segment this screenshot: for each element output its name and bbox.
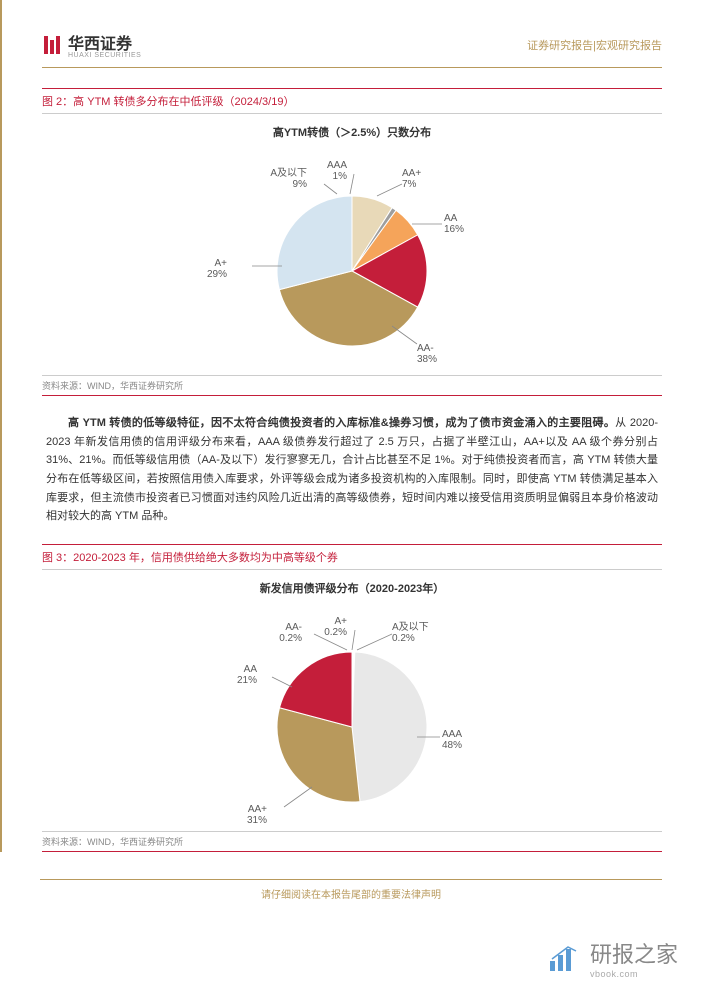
logo-text: 华西证券 <box>68 30 141 54</box>
svg-text:A+0.2%: A+0.2% <box>324 616 347 638</box>
svg-text:AAA48%: AAA48% <box>442 729 462 751</box>
pie-chart-1: A及以下9% AAA1% AA+7% AA16% AA-38% A+29% <box>192 146 512 371</box>
svg-text:A及以下0.2%: A及以下0.2% <box>392 621 429 644</box>
svg-text:A及以下9%: A及以下9% <box>270 167 307 190</box>
figure3-source: 资料来源：WIND，华西证券研究所 <box>42 831 662 852</box>
logo-icon <box>42 34 62 56</box>
figure2-title-bar: 图 2：高 YTM 转债多分布在中低评级（2024/3/19） <box>42 88 662 114</box>
footer-text: 请仔细阅读在本报告尾部的重要法律声明 <box>261 890 441 901</box>
svg-text:AA-0.2%: AA-0.2% <box>279 622 302 644</box>
watermark-sub: vbook.com <box>590 969 678 979</box>
svg-text:AA21%: AA21% <box>237 664 257 686</box>
page-footer: 请仔细阅读在本报告尾部的重要法律声明 <box>0 873 702 901</box>
svg-text:AAA1%: AAA1% <box>327 160 347 182</box>
svg-text:AA16%: AA16% <box>444 213 464 235</box>
body-paragraph: 高 YTM 转债的低等级特征，因不太符合纯债投资者的入库标准&操券习惯，成为了债… <box>42 414 662 526</box>
watermark: 研报之家 vbook.com <box>548 937 678 979</box>
figure2-chart-title: 高YTM转债（＞2.5%）只数分布 <box>42 124 662 140</box>
pie-chart-2: AA-0.2% A+0.2% A及以下0.2% AAA48% AA+31% AA21% <box>192 602 512 827</box>
figure2-chart: A及以下9% AAA1% AA+7% AA16% AA-38% A+29% <box>42 146 662 371</box>
company-logo: 华西证券 HUAXI SECURITIES <box>42 30 141 59</box>
figure3-chart: AA-0.2% A+0.2% A及以下0.2% AAA48% AA+31% AA21% <box>42 602 662 827</box>
figure3-chart-title: 新发信用债评级分布（2020-2023年） <box>42 580 662 596</box>
body-bold: 高 YTM 转债的低等级特征，因不太符合纯债投资者的入库标准&操券习惯，成为了债… <box>68 417 615 429</box>
svg-text:A+29%: A+29% <box>207 258 227 280</box>
figure3-title-bar: 图 3：2020-2023 年，信用债供给绝大多数均为中高等级个券 <box>42 544 662 570</box>
figure3-title: 图 3：2020-2023 年，信用债供给绝大多数均为中高等级个券 <box>42 549 662 565</box>
watermark-icon <box>548 943 584 973</box>
report-page: 华西证券 HUAXI SECURITIES 证券研究报告|宏观研究报告 图 2：… <box>0 0 702 852</box>
svg-text:AA+31%: AA+31% <box>247 804 267 826</box>
figure2-title: 图 2：高 YTM 转债多分布在中低评级（2024/3/19） <box>42 93 662 109</box>
svg-text:AA+7%: AA+7% <box>402 168 421 190</box>
header-category: 证券研究报告|宏观研究报告 <box>527 37 662 53</box>
svg-text:AA-38%: AA-38% <box>417 343 437 365</box>
logo-subtext: HUAXI SECURITIES <box>68 52 141 59</box>
page-header: 华西证券 HUAXI SECURITIES 证券研究报告|宏观研究报告 <box>42 30 662 68</box>
body-rest: 从 2020-2023 年新发信用债的信用评级分布来看，AAA 级债券发行超过了… <box>46 417 658 522</box>
watermark-text: 研报之家 <box>590 937 678 969</box>
figure2-source: 资料来源：WIND，华西证券研究所 <box>42 375 662 396</box>
